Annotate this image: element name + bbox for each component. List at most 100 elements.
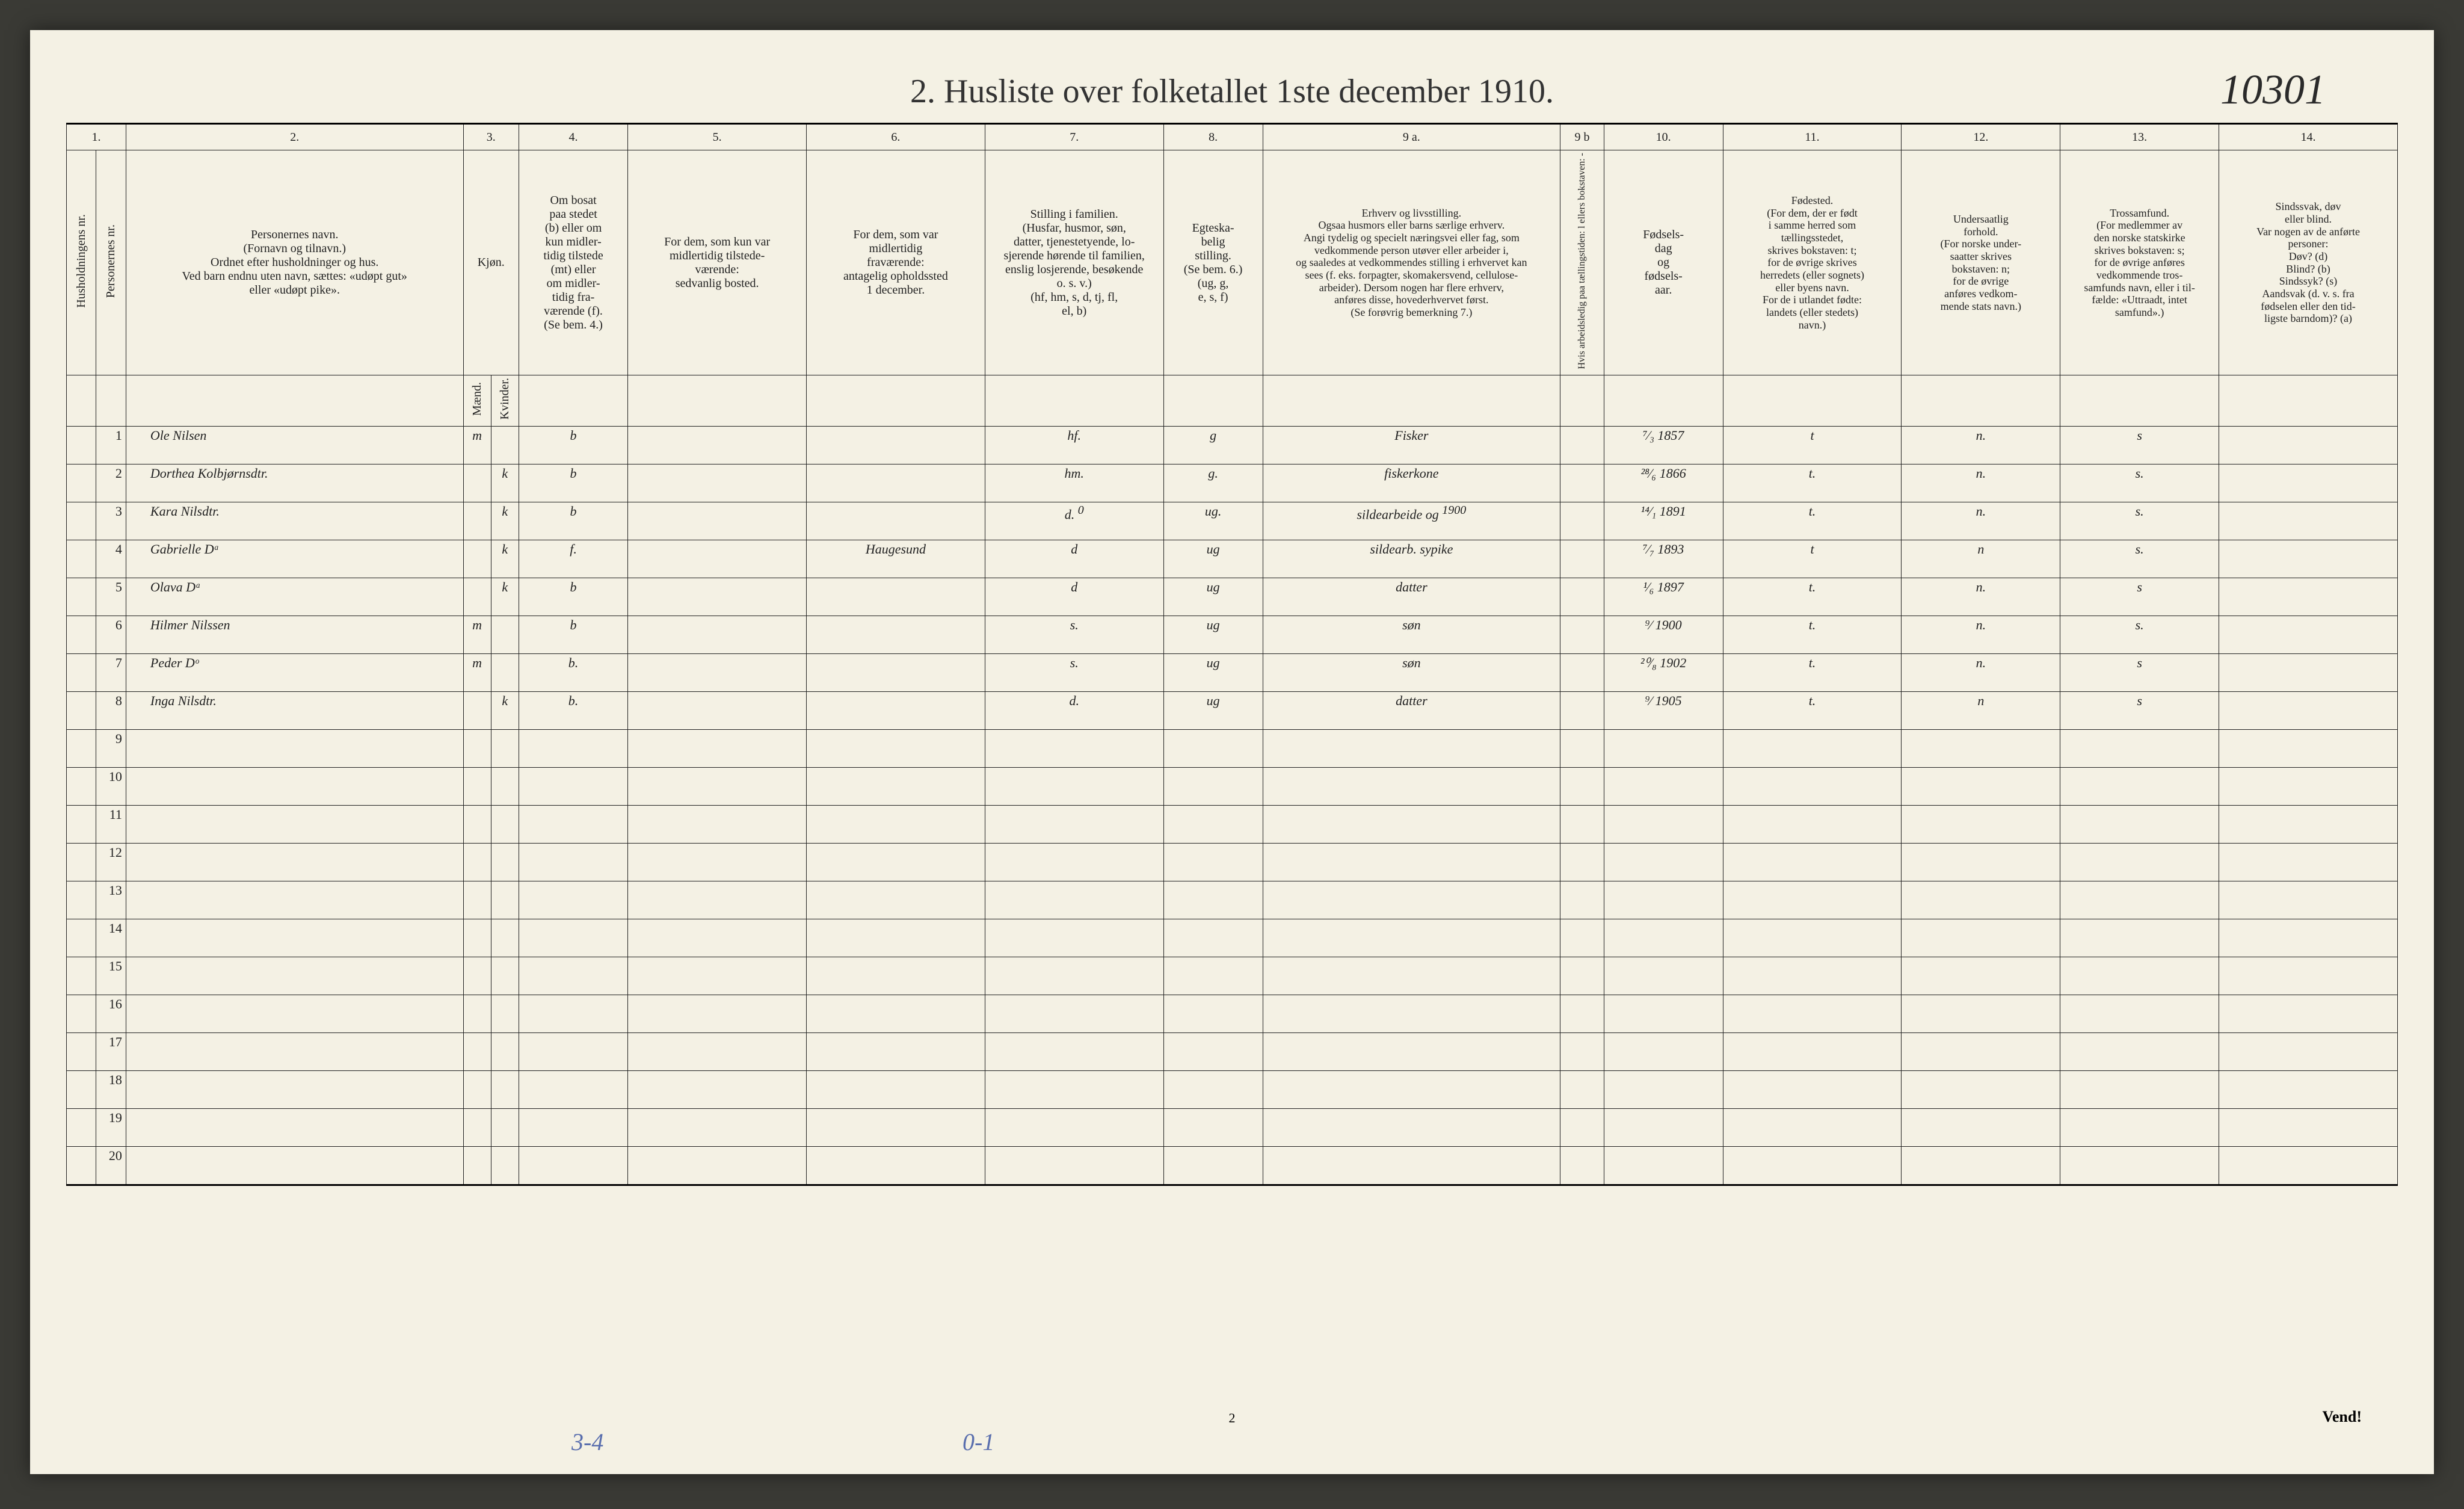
hdr-marital: Egteska- belig stilling. (Se bem. 6.) (u… <box>1163 150 1263 375</box>
cell: ug <box>1163 540 1263 578</box>
cell <box>1263 995 1560 1032</box>
colnum-5: 5. <box>628 124 807 150</box>
cell <box>1902 919 2060 957</box>
cell <box>807 464 985 502</box>
cell <box>807 729 985 767</box>
cell <box>1723 1070 1902 1108</box>
cell <box>67 995 96 1032</box>
footer-page-number: 2 <box>1229 1410 1236 1426</box>
cell <box>1163 1108 1263 1146</box>
cell: d. 0 <box>985 502 1163 540</box>
cell <box>1902 843 2060 881</box>
cell <box>463 464 491 502</box>
cell <box>807 957 985 995</box>
cell: k <box>491 464 519 502</box>
cell: n. <box>1902 616 2060 653</box>
cell <box>491 426 519 464</box>
cell <box>807 843 985 881</box>
cell: datter <box>1263 691 1560 729</box>
cell <box>628 1108 807 1146</box>
cell <box>985 881 1163 919</box>
table-row: 10 <box>67 767 2398 805</box>
cell: 14 <box>96 919 126 957</box>
cell: s. <box>2060 502 2219 540</box>
cell: k <box>491 502 519 540</box>
sub-e6 <box>807 375 985 426</box>
sub-e11 <box>1723 375 1902 426</box>
cell <box>628 691 807 729</box>
sub-m: Mænd. <box>463 375 491 426</box>
cell <box>1163 843 1263 881</box>
cell <box>1560 1032 1604 1070</box>
cell <box>2060 995 2219 1032</box>
cell <box>491 1070 519 1108</box>
colnum-12: 12. <box>1902 124 2060 150</box>
cell <box>1263 919 1560 957</box>
hdr-unemployed-label: Hvis arbeidsledig paa tællingstiden: l e… <box>1577 153 1588 369</box>
cell: Hilmer Nilssen <box>126 616 463 653</box>
cell: Ole Nilsen <box>126 426 463 464</box>
cell <box>1723 957 1902 995</box>
cell: Kara Nilsdtr. <box>126 502 463 540</box>
page-ref-handwritten: 10301 <box>2220 66 2326 114</box>
cell <box>1163 919 1263 957</box>
cell <box>1723 729 1902 767</box>
cell <box>2060 957 2219 995</box>
cell <box>1723 1108 1902 1146</box>
cell <box>1163 729 1263 767</box>
cell <box>628 843 807 881</box>
cell: b. <box>519 691 627 729</box>
cell: b <box>519 578 627 616</box>
cell <box>1723 881 1902 919</box>
cell <box>126 1146 463 1185</box>
pencil-annotation-mid: 0-1 <box>962 1428 994 1456</box>
table-row: 3Kara Nilsdtr.kbd. 0ug.sildearbeide og 1… <box>67 502 2398 540</box>
cell: t. <box>1723 502 1902 540</box>
table-body: 1Ole Nilsenmbhf.gFisker⁷⁄₃ 1857tn.s2Dort… <box>67 426 2398 1185</box>
cell <box>126 1108 463 1146</box>
cell <box>1263 805 1560 843</box>
sub-e8 <box>1163 375 1263 426</box>
cell <box>2219 502 2398 540</box>
sub-k: Kvinder. <box>491 375 519 426</box>
cell <box>1163 1070 1263 1108</box>
cell <box>628 767 807 805</box>
cell: 19 <box>96 1108 126 1146</box>
cell <box>126 767 463 805</box>
cell <box>807 578 985 616</box>
cell <box>2219 1108 2398 1146</box>
cell <box>2219 426 2398 464</box>
cell <box>126 1032 463 1070</box>
cell <box>519 767 627 805</box>
table-row: 19 <box>67 1108 2398 1146</box>
cell <box>807 1146 985 1185</box>
cell: t. <box>1723 616 1902 653</box>
cell <box>1902 995 2060 1032</box>
cell <box>463 578 491 616</box>
cell <box>1902 767 2060 805</box>
cell <box>1604 919 1723 957</box>
cell <box>2219 540 2398 578</box>
cell <box>67 881 96 919</box>
cell <box>491 995 519 1032</box>
cell: 1 <box>96 426 126 464</box>
cell <box>67 729 96 767</box>
cell <box>807 1032 985 1070</box>
cell: søn <box>1263 653 1560 691</box>
cell <box>985 767 1163 805</box>
cell: d. <box>985 691 1163 729</box>
cell <box>491 653 519 691</box>
cell <box>463 502 491 540</box>
cell: 9 <box>96 729 126 767</box>
cell <box>2060 1108 2219 1146</box>
cell: ²⁰⁄₈ 1902 <box>1604 653 1723 691</box>
cell: fiskerkone <box>1263 464 1560 502</box>
cell <box>491 919 519 957</box>
colnum-8: 8. <box>1163 124 1263 150</box>
cell <box>1723 843 1902 881</box>
sub-e13 <box>2060 375 2219 426</box>
cell: d <box>985 540 1163 578</box>
cell <box>1723 1146 1902 1185</box>
colnum-1: 1. <box>67 124 126 150</box>
cell <box>2219 881 2398 919</box>
